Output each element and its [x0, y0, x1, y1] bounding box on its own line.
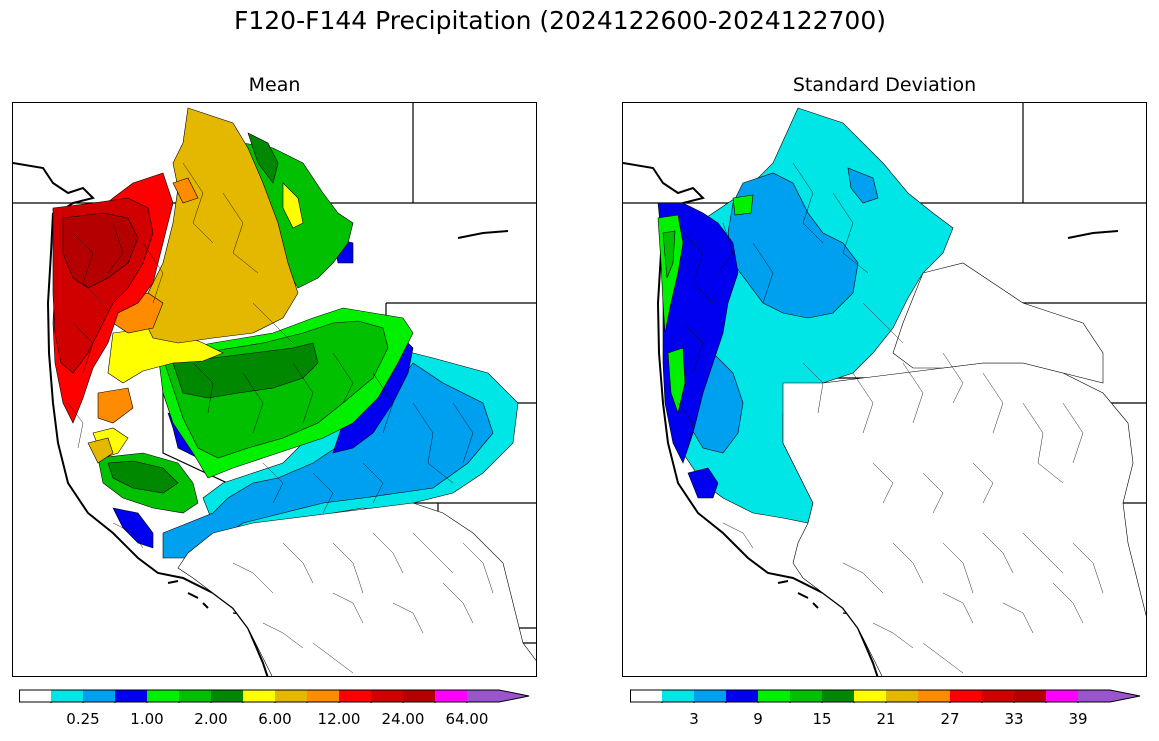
sd-colorbar-tick-label: 27: [940, 710, 960, 728]
sd-colorbar-outline: [630, 689, 1141, 703]
figure-title: F120-F144 Precipitation (2024122600-2024…: [233, 6, 886, 35]
sd-map-canvas: [623, 103, 1146, 676]
precip-fill: [52, 107, 536, 676]
mean-colorbar-segment: [83, 690, 115, 702]
sd-colorbar-segment: [982, 690, 1014, 702]
sd-colorbar-segment: [630, 690, 662, 702]
sd-colorbar-segment: [1078, 690, 1140, 702]
mean-colorbar-tick-label: 2.00: [194, 710, 228, 728]
mean-colorbar-segment: [467, 690, 529, 702]
mean-colorbar-segment: [51, 690, 83, 702]
mean-colorbar-ticks: 0.25 1.00 2.00 6.00 12.00 24.00 64.00: [19, 710, 531, 730]
sd-colorbar-segment: [822, 690, 854, 702]
sd-colorbar-segment: [918, 690, 950, 702]
sd-colorbar-segment: [886, 690, 918, 702]
mean-colorbar-segment: [275, 690, 307, 702]
mean-colorbar-tick-label: 0.25: [66, 710, 100, 728]
sd-colorbar-tick-label: 9: [753, 710, 763, 728]
mean-colorbar-segment: [307, 690, 339, 702]
mean-colorbar-tick-label: 64.00: [445, 710, 489, 728]
sd-colorbar-segment: [1014, 690, 1046, 702]
mean-colorbar-segment: [179, 690, 211, 702]
mean-panel-title: Mean: [248, 74, 301, 96]
sd-colorbar-segment: [950, 690, 982, 702]
mean-colorbar: [19, 689, 530, 703]
sd-colorbar-tick-label: 21: [876, 710, 896, 728]
mean-colorbar-segment: [19, 690, 51, 702]
mean-colorbar-tick-label: 24.00: [381, 710, 425, 728]
basin-outlines: [67, 162, 494, 674]
mean-colorbar-segment: [339, 690, 371, 702]
mean-colorbar-tick-label: 6.00: [258, 710, 292, 728]
sd-colorbar-tick-label: 33: [1004, 710, 1024, 728]
sd-colorbar-ticks: 3 9 15 21 27 33 39: [630, 710, 1142, 730]
sd-colorbar-segment: [662, 690, 694, 702]
mean-colorbar-segment: [147, 690, 179, 702]
mean-colorbar-tick-label: 1.00: [130, 710, 164, 728]
mean-map-canvas: [13, 103, 536, 676]
sd-colorbar-tick-label: 3: [689, 710, 699, 728]
sd-colorbar-segment: [1046, 690, 1078, 702]
sd-colorbar-segment: [694, 690, 726, 702]
mean-colorbar-segment: [115, 690, 147, 702]
sd-colorbar-tick-label: 39: [1068, 710, 1088, 728]
mean-colorbar-segment: [243, 690, 275, 702]
sd-colorbar-segment: [854, 690, 886, 702]
mean-colorbar-segment: [435, 690, 467, 702]
mean-colorbar-tick-label: 12.00: [317, 710, 361, 728]
standard-deviation-map: [622, 102, 1147, 677]
mean-colorbar-outline: [19, 689, 530, 703]
sd-colorbar-tick-label: 15: [812, 710, 832, 728]
sd-colorbar-segment: [790, 690, 822, 702]
sd-colorbar-segment: [758, 690, 790, 702]
sd-panel-title: Standard Deviation: [792, 74, 977, 96]
sd-colorbar-segment: [726, 690, 758, 702]
sd-colorbar: [630, 689, 1141, 703]
sd-fill: [657, 107, 1146, 676]
basin-outlines: [677, 162, 1104, 674]
mean-precipitation-map: [12, 102, 537, 677]
mean-colorbar-segment: [211, 690, 243, 702]
mean-colorbar-segment: [403, 690, 435, 702]
mean-colorbar-segment: [371, 690, 403, 702]
